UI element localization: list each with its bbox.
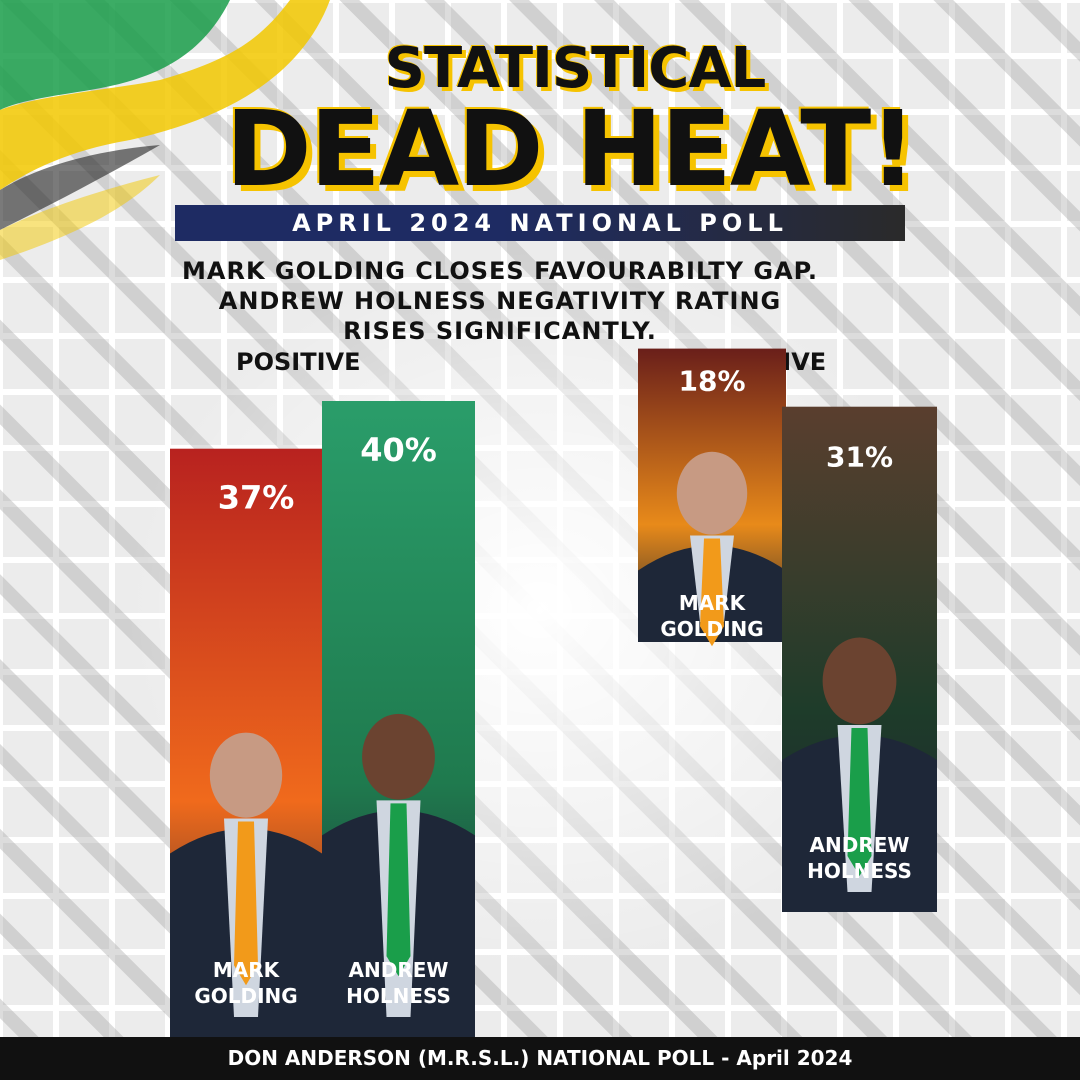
subtitle: MARK GOLDING CLOSES FAVOURABILTY GAP. AN… (0, 256, 1000, 346)
portrait-tie (847, 727, 872, 876)
bar-name-label: ANDREW (349, 958, 449, 982)
bar-name-label: MARK (213, 958, 281, 982)
bar-value-label: 18% (678, 365, 745, 398)
portrait-tie (700, 538, 724, 647)
portrait-head (822, 637, 897, 725)
headline-line-1: STATISTICAL (384, 36, 767, 101)
bar-value-label: 37% (218, 479, 295, 517)
portrait-tie (234, 821, 258, 986)
portrait-head (362, 713, 435, 800)
bar-value-label: 40% (360, 431, 437, 469)
bar-name-label: GOLDING (660, 617, 763, 641)
portrait-head (676, 451, 748, 535)
flag-graphic (0, 0, 330, 260)
portrait-tie (386, 803, 411, 977)
poll-banner: APRIL 2024 NATIONAL POLL (175, 205, 905, 241)
bar-name-label: HOLNESS (807, 859, 912, 883)
footer-source: DON ANDERSON (M.R.S.L.) NATIONAL POLL - … (0, 1037, 1080, 1080)
bar-value-label: 31% (826, 441, 893, 474)
subtitle-line-3: RISES SIGNIFICANTLY. (343, 317, 657, 345)
bar-name-label: HOLNESS (346, 984, 451, 1008)
positive-label: POSITIVE (236, 348, 361, 376)
headline-line-2: DEAD HEAT! (225, 88, 916, 210)
bar-name-label: ANDREW (810, 833, 910, 857)
portrait-head (209, 732, 283, 818)
bar-name-label: GOLDING (194, 984, 297, 1008)
bar-name-label: MARK (679, 591, 747, 615)
subtitle-line-2: ANDREW HOLNESS NEGATIVITY RATING (218, 287, 782, 315)
subtitle-line-1: MARK GOLDING CLOSES FAVOURABILTY GAP. (182, 257, 818, 285)
